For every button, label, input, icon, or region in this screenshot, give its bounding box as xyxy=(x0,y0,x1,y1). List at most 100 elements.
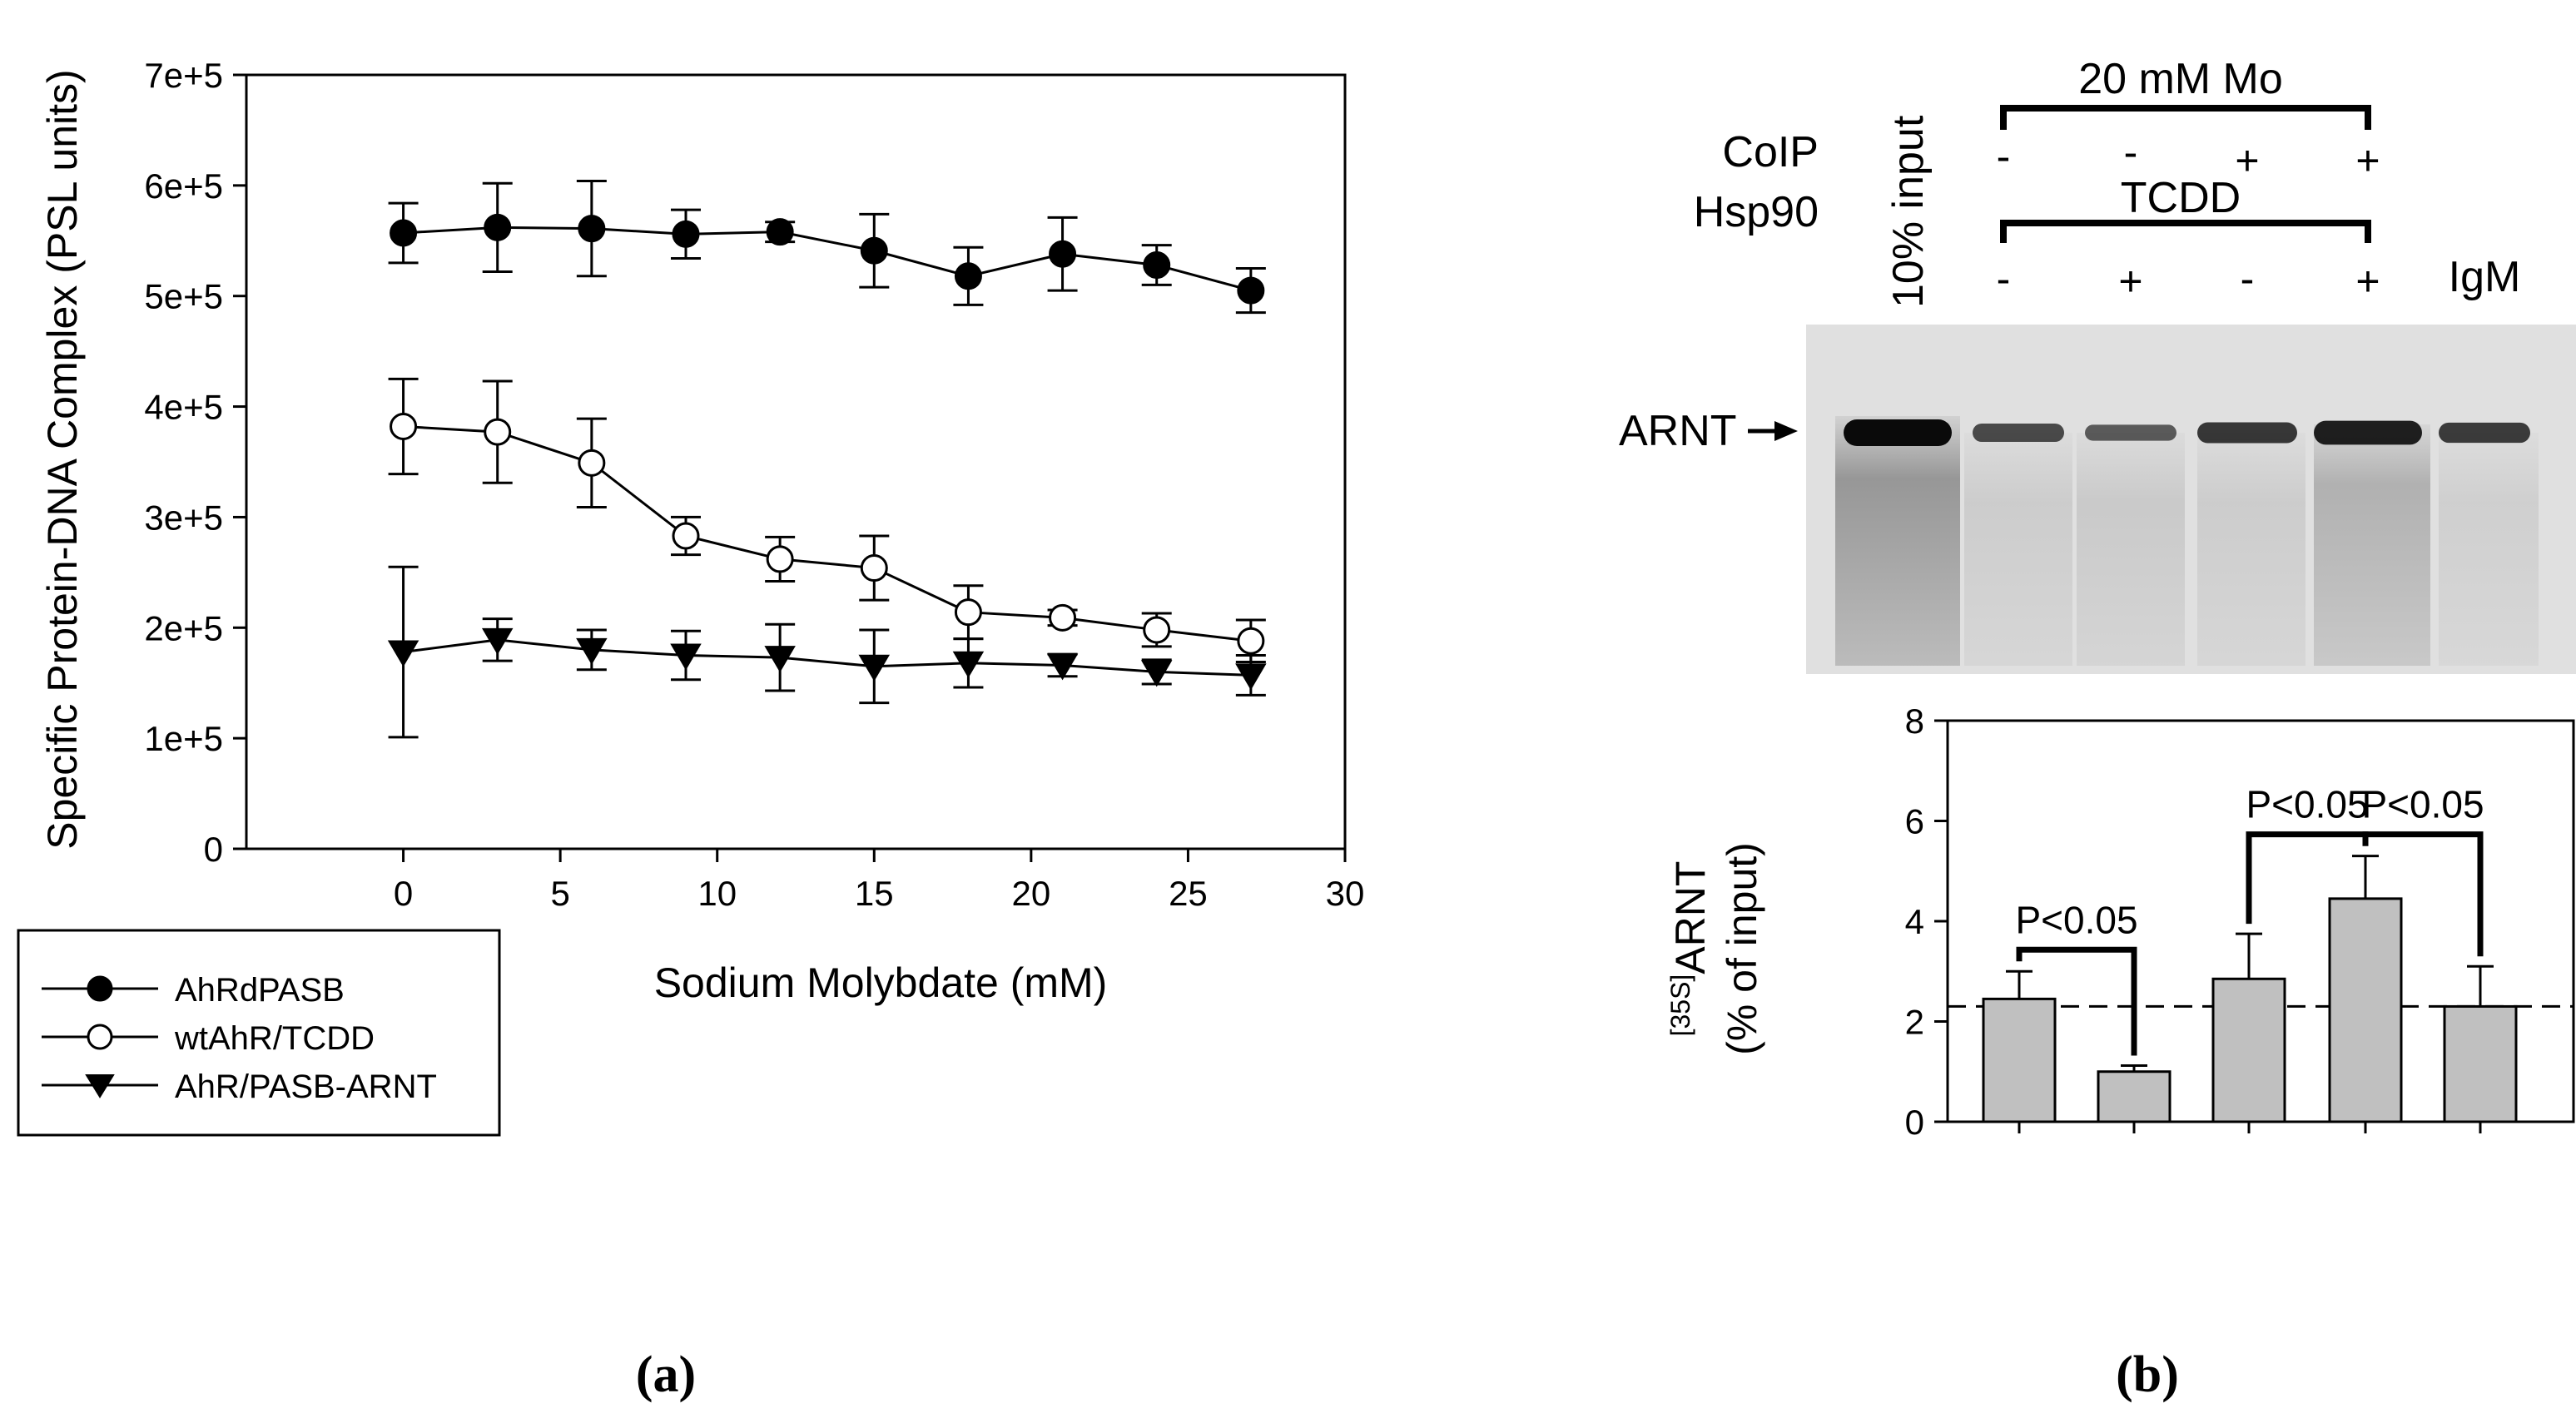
y-tick-label: 2e+5 xyxy=(144,608,223,647)
series-line xyxy=(403,226,1252,292)
input-label: 10% input xyxy=(1884,115,1933,308)
y-tick-label: 1e+5 xyxy=(144,719,223,758)
data-series xyxy=(387,180,1267,739)
bar xyxy=(2443,1004,2518,1123)
data-point xyxy=(484,418,512,446)
legend-label: AhRdPASB xyxy=(175,972,345,1009)
tcdd-sign: - xyxy=(2241,255,2255,302)
y-axis-label: [35S]ARNT xyxy=(1665,861,1714,1037)
tcdd-label: TCDD xyxy=(2121,174,2241,222)
gel-image xyxy=(1806,325,2576,674)
arnt-label: ARNT xyxy=(1619,407,1737,455)
arnt-band xyxy=(1844,419,1952,446)
tcdd-sign: + xyxy=(2355,258,2380,305)
gel-lane-smear xyxy=(2439,433,2539,666)
legend-entry-ahrdpasb: AhRdPASB xyxy=(42,972,345,1009)
x-tick-label: 30 xyxy=(1326,874,1365,913)
bracket-line xyxy=(2362,831,2484,957)
y-tick-label: 0 xyxy=(1905,1103,1924,1142)
y-tick-label: 4e+5 xyxy=(144,388,223,427)
gel-lane-smear xyxy=(1835,416,1960,666)
data-point xyxy=(1237,627,1265,655)
tcdd-sign: - xyxy=(1997,255,2011,302)
y-tick-label: 5e+5 xyxy=(144,277,223,316)
y-axis-label-unit: (% of input) xyxy=(1719,842,1765,1055)
gel-bands xyxy=(1844,419,2530,446)
mo-sign: + xyxy=(2355,137,2380,184)
bar xyxy=(2328,897,2403,1123)
data-point xyxy=(860,236,888,265)
igm-label: IgM xyxy=(2449,253,2521,301)
tcdd-sign: + xyxy=(2118,258,2142,305)
series-line xyxy=(403,424,1252,642)
data-point xyxy=(1046,653,1079,681)
series-line xyxy=(403,638,1251,677)
significance-bracket: P<0.05 xyxy=(2361,783,2484,957)
bars xyxy=(1982,855,2518,1123)
bar-group xyxy=(2328,855,2403,1123)
y-tick-label: 4 xyxy=(1905,902,1924,941)
gel-lane-smear xyxy=(2197,433,2305,666)
data-point xyxy=(390,412,418,440)
data-point xyxy=(1143,616,1171,644)
gel-lane-smear xyxy=(2077,433,2185,666)
x-tick-label: 15 xyxy=(855,874,894,913)
series-ahr-pasb-arnt xyxy=(387,565,1267,739)
data-point xyxy=(764,646,796,673)
data-point xyxy=(1235,663,1267,691)
x-tick-label: 20 xyxy=(1011,874,1050,913)
x-tick-label: 5 xyxy=(550,874,569,913)
arnt-band xyxy=(1973,423,2064,443)
x-tick-label: 25 xyxy=(1169,874,1208,913)
arnt-band xyxy=(2085,424,2176,441)
y-tick-label: 7e+5 xyxy=(144,56,223,95)
data-point xyxy=(672,220,700,248)
data-point xyxy=(954,262,982,290)
data-point xyxy=(484,213,512,241)
p-value-label: P<0.05 xyxy=(2246,783,2368,826)
axis-ticks: 0 2 4 6 8 xyxy=(1905,702,2482,1142)
x-axis-label: Sodium Molybdate (mM) xyxy=(654,959,1108,1006)
x-tick-label: 0 xyxy=(394,874,413,913)
data-point xyxy=(670,643,702,671)
p-value-label: P<0.05 xyxy=(2015,898,2137,941)
arnt-band xyxy=(2197,422,2297,444)
y-tick-label: 3e+5 xyxy=(144,498,223,537)
gel-lane-smear xyxy=(1964,433,2072,666)
series-ahrdpasb xyxy=(388,180,1266,315)
significance-brackets: P<0.05P<0.05P<0.05 xyxy=(2015,783,2484,1056)
bracket-line xyxy=(2016,946,2137,1056)
mo-bracket xyxy=(2000,105,2371,130)
legend-label: AhR/PASB-ARNT xyxy=(175,1068,437,1105)
mo-sign: - xyxy=(1997,133,2011,180)
data-point xyxy=(858,654,891,682)
gel-lane-smear xyxy=(2314,424,2430,666)
data-point xyxy=(766,545,794,573)
bar-group xyxy=(1982,969,2057,1123)
data-point xyxy=(390,219,418,247)
data-point xyxy=(1140,660,1173,687)
tcdd-bracket xyxy=(2000,220,2371,243)
legend-entry-wtahr-tcdd: wtAhR/TCDD xyxy=(42,1020,375,1057)
arnt-band xyxy=(2439,422,2530,444)
data-point xyxy=(481,627,514,655)
y-tick-label: 8 xyxy=(1905,702,1924,741)
data-point xyxy=(1049,240,1077,268)
open-circle-icon xyxy=(87,1024,113,1050)
line-chart-panel: 0 1e+5 2e+5 3e+5 4e+5 5e+5 6e+5 7e+5 0 5 10 15 20 25 3… xyxy=(17,56,1364,1403)
data-point xyxy=(672,522,700,550)
bar xyxy=(1982,997,2057,1123)
bar xyxy=(2211,977,2286,1123)
hsp90-label: Hsp90 xyxy=(1694,188,1819,236)
blot-panel: 20 mM Mo CoIP Hsp90 - - + + TCDD - + - +… xyxy=(1619,55,2576,674)
arrow-right-icon xyxy=(1774,421,1798,441)
axis-ticks: 0 1e+5 2e+5 3e+5 4e+5 5e+5 6e+5 7e+5 0 5 10 15 20 25 3… xyxy=(144,56,1364,913)
bar-group xyxy=(2211,932,2286,1123)
panel-label-a: (a) xyxy=(636,1346,696,1403)
y-axis-label: Specific Protein-DNA Complex (PSL units) xyxy=(39,69,86,849)
panel-label-b: (b) xyxy=(2116,1346,2179,1403)
data-point xyxy=(387,640,419,667)
bar xyxy=(2097,1070,2171,1123)
mo-sign: + xyxy=(2235,137,2259,184)
